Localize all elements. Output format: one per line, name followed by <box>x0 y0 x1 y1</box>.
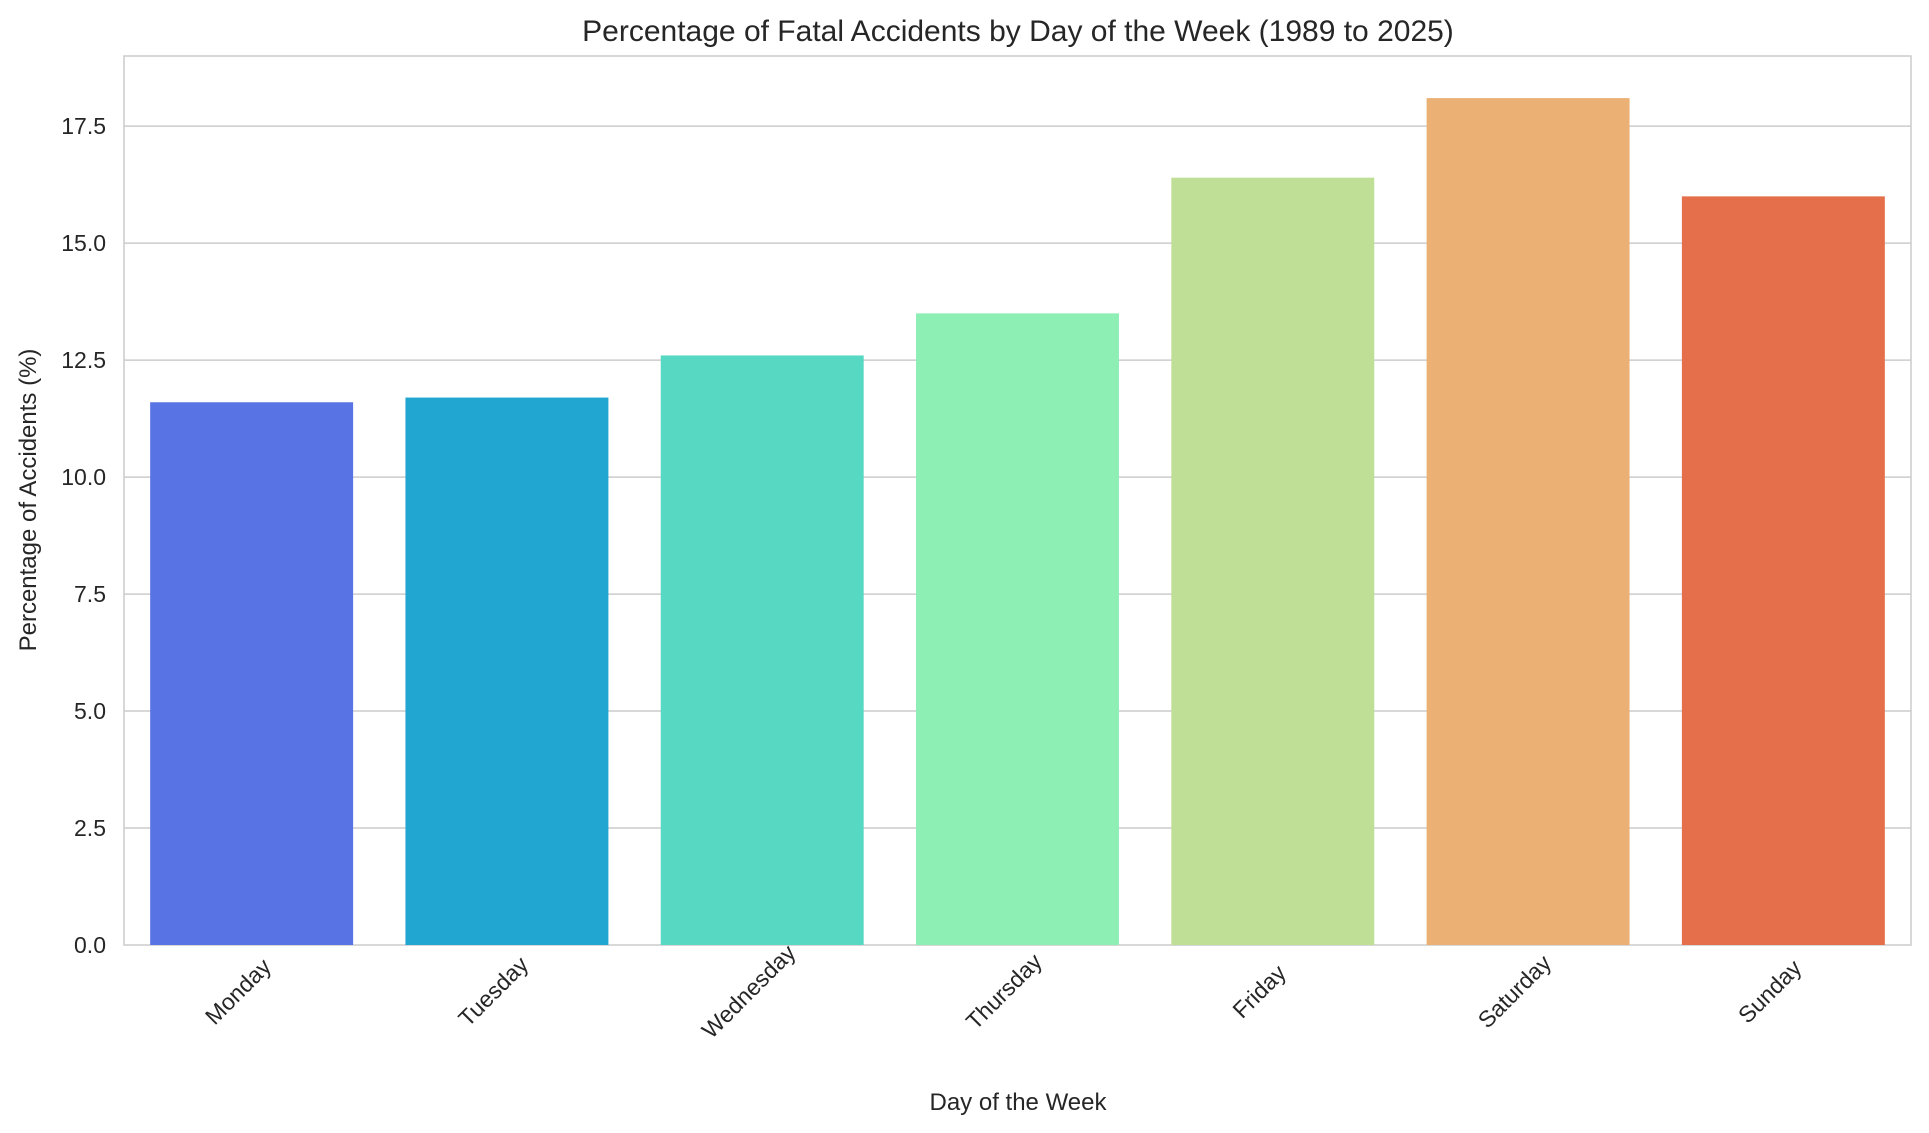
x-axis-label: Day of the Week <box>930 1089 1108 1116</box>
chart-title: Percentage of Fatal Accidents by Day of … <box>582 15 1454 48</box>
x-tick-label-sunday: Sunday <box>1733 954 1807 1028</box>
x-tick-label-thursday: Thursday <box>961 948 1048 1035</box>
y-tick-label: 5.0 <box>74 698 106 724</box>
x-tick-label-wednesday: Wednesday <box>697 939 801 1043</box>
y-axis: 0.0 2.5 5.0 7.5 10.0 12.5 15.0 17.5 <box>61 113 106 958</box>
bar-friday <box>1171 177 1375 945</box>
bar-saturday <box>1426 98 1630 945</box>
y-tick-label: 15.0 <box>61 230 106 256</box>
bar-sunday <box>1681 196 1885 946</box>
x-tick-label-monday: Monday <box>200 953 277 1030</box>
x-tick-label-tuesday: Tuesday <box>453 951 534 1032</box>
y-tick-label: 7.5 <box>74 581 106 607</box>
x-tick-label-saturday: Saturday <box>1473 949 1557 1033</box>
y-tick-label: 12.5 <box>61 347 106 373</box>
y-tick-label: 17.5 <box>61 113 106 139</box>
x-tick-label-friday: Friday <box>1227 959 1291 1023</box>
bars-group <box>150 98 1885 946</box>
y-tick-label: 10.0 <box>61 464 106 490</box>
y-tick-label: 0.0 <box>74 932 106 958</box>
y-axis-label: Percentage of Accidents (%) <box>15 349 42 652</box>
x-axis: Monday Tuesday Wednesday Thursday Friday Satu… <box>200 939 1807 1043</box>
bar-tuesday <box>405 397 609 945</box>
bar-monday <box>150 402 354 946</box>
bar-wednesday <box>660 355 864 945</box>
y-tick-label: 2.5 <box>74 815 106 841</box>
plot-area: 0.0 2.5 5.0 7.5 10.0 12.5 15.0 17.5 Monday Tuesd… <box>61 55 1912 1043</box>
bar-thursday <box>916 313 1119 945</box>
